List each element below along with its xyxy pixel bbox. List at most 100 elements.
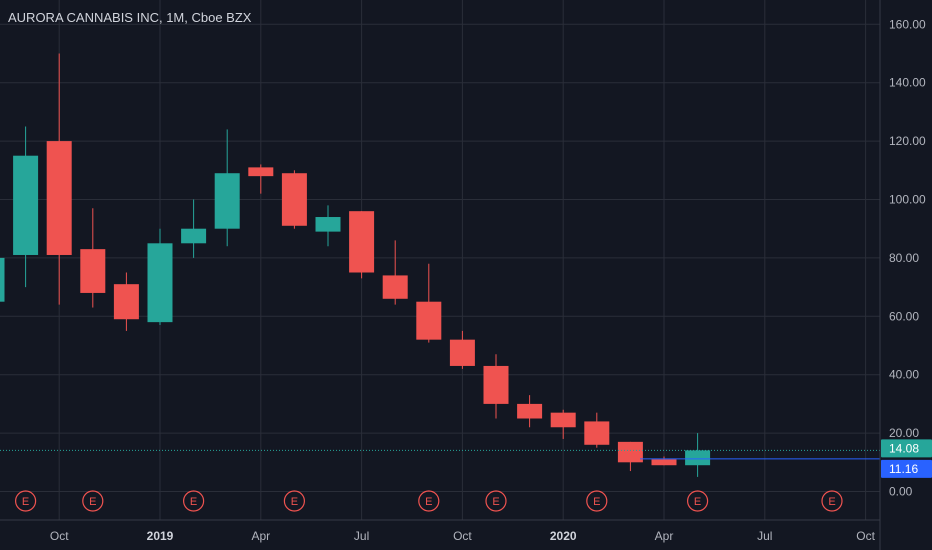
candles[interactable] — [0, 53, 711, 477]
earnings-marker[interactable]: E — [82, 490, 104, 512]
earnings-marker[interactable]: E — [686, 490, 709, 512]
earnings-marker[interactable]: E — [586, 490, 608, 512]
candle[interactable] — [349, 211, 375, 279]
earnings-marker-label: E — [89, 496, 96, 508]
y-tick-label: 80.00 — [889, 251, 919, 265]
earnings-marker-label: E — [492, 496, 499, 508]
candle-body[interactable] — [382, 275, 408, 299]
candle[interactable] — [46, 53, 72, 305]
earnings-marker-label: E — [190, 496, 197, 508]
price-labels: 14.08 11.16 — [881, 439, 932, 478]
candle[interactable] — [281, 170, 307, 229]
candle[interactable] — [449, 330, 475, 369]
candle-body[interactable] — [517, 403, 543, 419]
candle[interactable] — [248, 164, 274, 194]
candle-body[interactable] — [449, 339, 475, 366]
earnings-marker[interactable]: E — [183, 490, 205, 512]
x-tick-label: Apr — [251, 529, 270, 543]
y-tick-label: 100.00 — [889, 193, 926, 207]
candle[interactable] — [550, 409, 576, 439]
candle[interactable] — [214, 129, 240, 247]
price-label-text: 11.16 — [889, 462, 918, 476]
candle[interactable] — [13, 126, 39, 288]
candle-body[interactable] — [651, 459, 677, 466]
y-tick-label: 120.00 — [889, 134, 926, 148]
candle[interactable] — [315, 205, 341, 247]
earnings-marker[interactable]: E — [485, 490, 507, 512]
candle[interactable] — [181, 199, 207, 258]
candle-body[interactable] — [349, 211, 375, 273]
earnings-marker-label: E — [291, 496, 298, 508]
earnings-marker-circle — [82, 490, 104, 512]
candle-body[interactable] — [0, 257, 5, 302]
candle[interactable] — [483, 354, 509, 419]
earnings-marker[interactable]: E — [15, 490, 37, 512]
earnings-marker[interactable]: E — [821, 490, 843, 512]
price-lines — [0, 449, 880, 460]
earnings-marker-circle — [821, 490, 843, 512]
earnings-marker-circle — [586, 490, 608, 512]
earnings-marker[interactable]: E — [418, 490, 440, 512]
earnings-marker-label: E — [593, 496, 600, 508]
candle-body[interactable] — [550, 412, 576, 428]
candle-body[interactable] — [617, 441, 643, 463]
grid-lines — [0, 0, 880, 520]
candle[interactable] — [416, 263, 442, 343]
price-label-text: 14.08 — [889, 441, 919, 455]
candle[interactable] — [80, 208, 106, 308]
x-tick-label: Oct — [856, 529, 875, 543]
candle-body[interactable] — [281, 173, 307, 226]
x-tick-label: Jul — [757, 529, 772, 543]
candle-body[interactable] — [113, 284, 139, 320]
y-tick-label: 0.00 — [889, 485, 913, 499]
earnings-marker-circle — [283, 490, 305, 512]
candle-body[interactable] — [483, 365, 509, 404]
candle-body[interactable] — [248, 167, 274, 177]
x-tick-label: Oct — [50, 529, 69, 543]
earnings-marker-label: E — [22, 496, 29, 508]
candle[interactable] — [147, 228, 173, 326]
candle-body[interactable] — [147, 243, 173, 323]
x-tick-label: Jul — [354, 529, 369, 543]
y-tick-label: 140.00 — [889, 76, 926, 90]
candle-body[interactable] — [214, 173, 240, 229]
earnings-marker-circle — [183, 490, 205, 512]
candle-body[interactable] — [46, 141, 72, 255]
earnings-marker-circle — [686, 490, 709, 512]
earnings-marker-circle — [15, 490, 37, 512]
candle[interactable] — [517, 395, 543, 428]
earnings-marker-circle — [418, 490, 440, 512]
x-tick-label: 2020 — [550, 529, 577, 543]
candle-body[interactable] — [685, 450, 711, 466]
earnings-marker-label: E — [828, 496, 835, 508]
y-tick-label: 20.00 — [889, 426, 919, 440]
candle[interactable] — [685, 433, 711, 477]
candle[interactable] — [113, 272, 139, 331]
earnings-marker-label: E — [425, 496, 432, 508]
y-tick-label: 60.00 — [889, 309, 919, 323]
x-tick-label: 2019 — [147, 529, 174, 543]
candle[interactable] — [0, 257, 5, 305]
candle-body[interactable] — [80, 249, 106, 293]
y-tick-label: 160.00 — [889, 17, 926, 31]
earnings-marker[interactable]: E — [283, 490, 305, 512]
price-label-box — [881, 439, 932, 458]
candle-body[interactable] — [584, 421, 610, 445]
candle[interactable] — [617, 441, 643, 472]
candle[interactable] — [382, 240, 408, 305]
candle-body[interactable] — [315, 217, 341, 232]
x-tick-label: Apr — [655, 529, 674, 543]
chart-title: AURORA CANNABIS INC, 1M, Cboe BZX — [8, 10, 252, 25]
y-tick-label: 40.00 — [889, 368, 919, 382]
candle-body[interactable] — [416, 301, 442, 340]
candle[interactable] — [584, 412, 610, 448]
candle-body[interactable] — [13, 155, 39, 255]
candle[interactable] — [651, 456, 677, 466]
earnings-marker-label: E — [694, 496, 701, 508]
candle-body[interactable] — [181, 228, 207, 244]
x-tick-label: Oct — [453, 529, 472, 543]
